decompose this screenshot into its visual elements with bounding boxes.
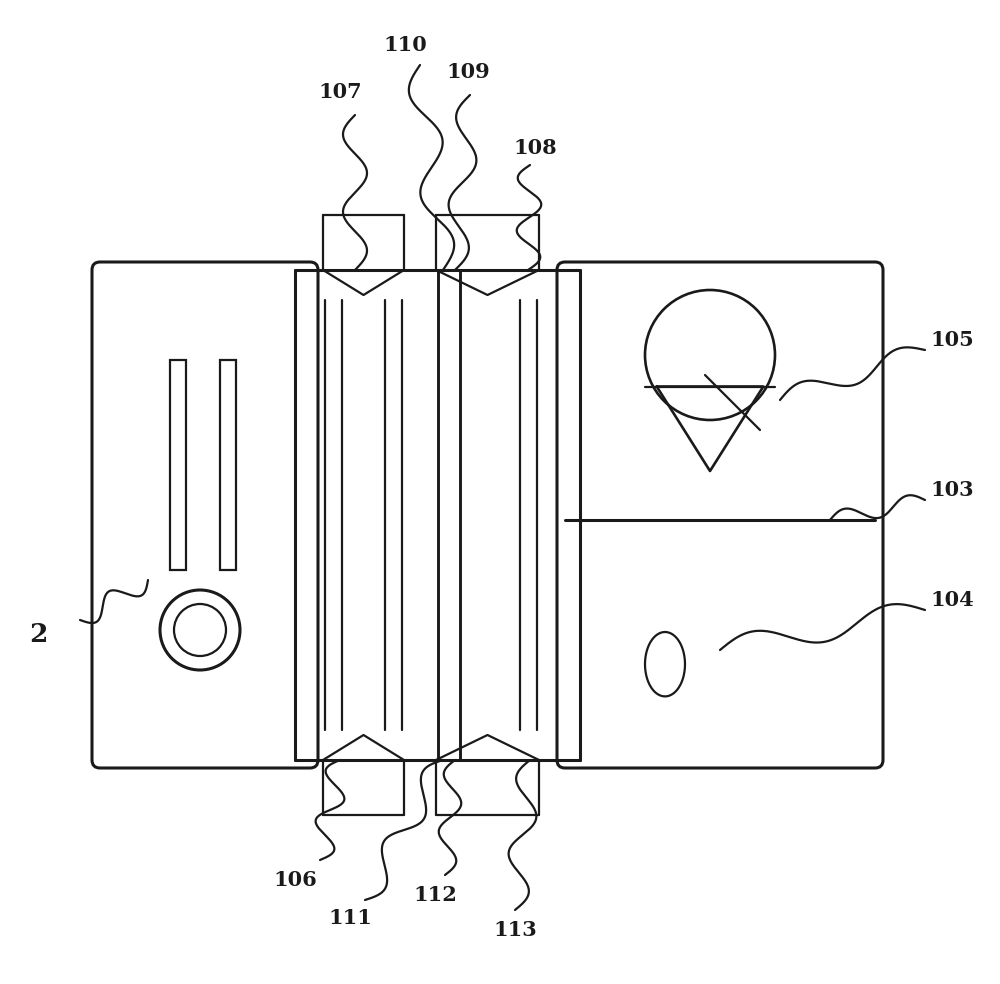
Text: 109: 109 <box>446 62 490 82</box>
Text: 108: 108 <box>513 138 557 158</box>
Text: 112: 112 <box>413 885 457 905</box>
FancyBboxPatch shape <box>92 262 318 768</box>
Text: 2: 2 <box>29 623 47 647</box>
Text: 110: 110 <box>383 35 427 55</box>
Text: 103: 103 <box>930 480 974 500</box>
Bar <box>220 360 236 570</box>
Text: 105: 105 <box>930 330 974 350</box>
Text: 107: 107 <box>318 82 362 102</box>
Text: 111: 111 <box>328 908 372 928</box>
Circle shape <box>160 590 240 670</box>
Text: 106: 106 <box>273 870 317 890</box>
Circle shape <box>174 604 226 656</box>
Bar <box>170 360 186 570</box>
Text: 104: 104 <box>930 590 974 610</box>
FancyBboxPatch shape <box>557 262 883 768</box>
Text: 113: 113 <box>493 920 537 940</box>
